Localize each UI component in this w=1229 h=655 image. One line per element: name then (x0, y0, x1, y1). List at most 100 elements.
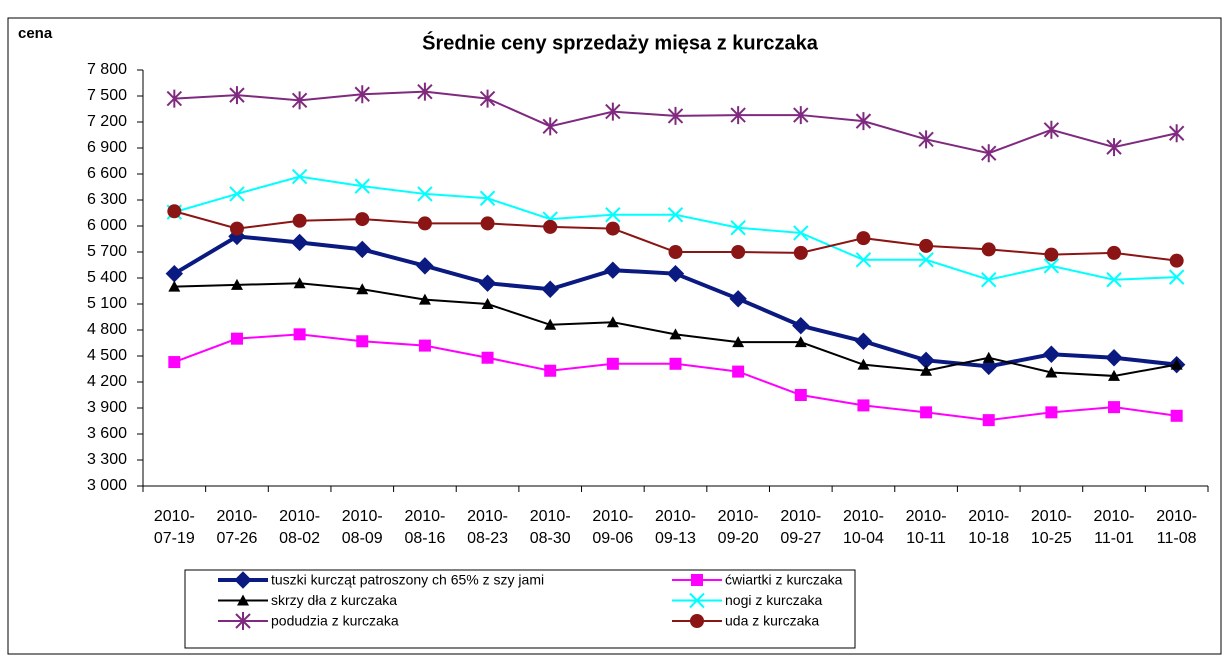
y-tick-label: 4 200 (87, 373, 127, 390)
y-tick-label: 5 700 (87, 243, 127, 260)
legend-label: tuszki kurcząt patroszony ch 65% z szy j… (271, 572, 544, 588)
legend-label: ćwiartki z kurczaka (725, 572, 843, 588)
data-point (356, 283, 369, 295)
y-tick-label: 4 500 (87, 347, 127, 364)
data-point (793, 106, 809, 125)
data-point (481, 351, 494, 364)
data-point (416, 257, 434, 275)
legend-marker (234, 571, 252, 589)
legend-marker (235, 612, 251, 630)
data-point (981, 272, 997, 288)
data-point (605, 221, 620, 236)
data-point (417, 82, 433, 101)
data-point (794, 336, 807, 348)
y-tick-label: 3 000 (87, 477, 127, 494)
data-point (418, 339, 431, 352)
data-point (1043, 120, 1060, 139)
data-point (544, 364, 557, 377)
data-point (793, 225, 809, 241)
data-point (1108, 401, 1121, 414)
data-point (418, 293, 431, 305)
y-tick-label: 3 600 (87, 425, 127, 442)
data-point (919, 238, 934, 253)
data-point (541, 280, 559, 298)
data-point (981, 144, 997, 163)
data-point (732, 336, 745, 348)
legend-box (184, 569, 856, 649)
data-point (854, 332, 873, 350)
x-tick-label: 2010-09-13 (655, 508, 696, 547)
data-point (1045, 406, 1058, 419)
data-point (982, 414, 995, 427)
data-point (543, 219, 558, 234)
data-point (1106, 272, 1122, 288)
data-point (606, 316, 619, 328)
data-point (229, 221, 244, 236)
data-point (792, 316, 810, 335)
data-point (417, 186, 433, 202)
legend-marker (237, 594, 249, 606)
data-point (793, 245, 808, 260)
legend-marker (689, 592, 705, 609)
x-tick-label: 2010-07-19 (153, 508, 195, 547)
data-point (356, 335, 369, 348)
data-point (1045, 366, 1058, 378)
y-tick-label: 4 800 (87, 321, 127, 338)
y-tick-label: 6 900 (87, 139, 127, 156)
x-tick-label: 2010-11-08 (1156, 508, 1198, 547)
x-tick-label: 2010-10-04 (842, 508, 884, 547)
data-point (731, 245, 746, 259)
data-point (291, 91, 308, 110)
x-tick-label: 2010-08-23 (467, 508, 508, 547)
data-point (478, 274, 497, 292)
legend-marker (691, 574, 703, 586)
data-point (1168, 124, 1185, 143)
legend-label: nogi z kurczaka (725, 592, 822, 608)
data-point (920, 364, 933, 376)
data-point (1168, 269, 1185, 285)
data-point (230, 332, 243, 345)
data-point (920, 406, 933, 419)
legend-label: skrzy dła z kurczaka (271, 592, 397, 608)
data-point (417, 216, 432, 231)
data-point (604, 261, 622, 279)
data-point (229, 86, 245, 105)
y-tick-label: 7 500 (87, 87, 127, 104)
data-point (168, 356, 181, 369)
data-point (982, 351, 995, 363)
data-point (794, 389, 807, 401)
legend-label: uda z kurczaka (725, 613, 819, 629)
data-point (729, 290, 747, 308)
data-point (669, 357, 682, 370)
x-tick-label: 2010-11-01 (1093, 508, 1135, 547)
data-point (855, 252, 872, 268)
data-point (1169, 253, 1184, 268)
y-tick-label: 6 600 (87, 165, 127, 182)
data-point (1108, 369, 1121, 381)
legend-marker (690, 614, 704, 628)
y-axis-label: cena (18, 25, 53, 42)
x-tick-label: 2010-10-25 (1030, 508, 1072, 547)
data-point (291, 168, 308, 185)
data-point (354, 178, 370, 194)
legend-label: podudzia z kurczaka (271, 613, 399, 629)
data-point (542, 117, 558, 136)
data-point (605, 102, 621, 121)
chart-frame (7, 17, 1222, 655)
data-point (355, 212, 370, 227)
y-tick-label: 5 400 (87, 269, 127, 286)
x-tick-label: 2010-10-18 (968, 508, 1010, 547)
data-point (1170, 358, 1183, 370)
data-point (606, 357, 619, 370)
data-point (168, 280, 181, 292)
y-tick-label: 7 800 (87, 61, 127, 78)
y-tick-label: 3 900 (87, 399, 127, 416)
data-point (1044, 247, 1059, 262)
data-point (730, 220, 746, 236)
y-tick-label: 6 300 (87, 191, 127, 208)
data-point (667, 207, 684, 223)
y-tick-label: 7 200 (87, 113, 127, 130)
data-point (481, 298, 494, 309)
data-point (1170, 409, 1183, 422)
